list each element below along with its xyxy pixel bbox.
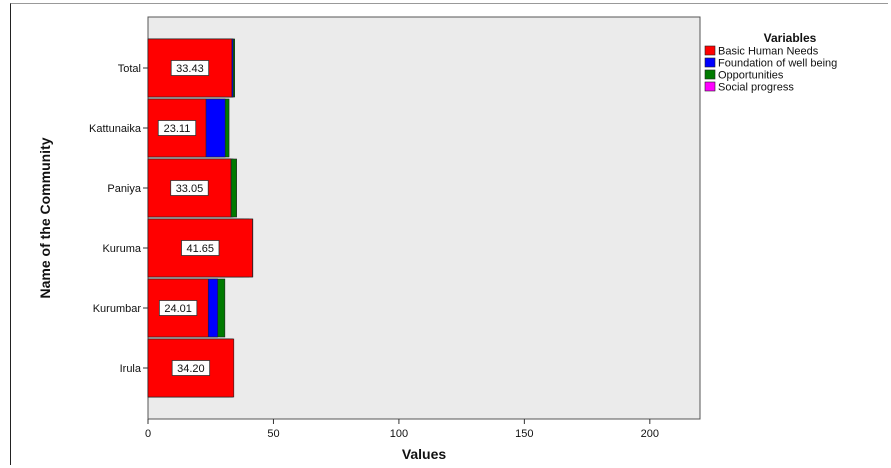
y-tick-label-kuruma: Kuruma [102,243,141,255]
value-label: 34.20 [177,363,205,375]
value-label: 24.01 [164,303,192,315]
legend-swatch-foundation-of-well-being [704,57,716,68]
x-tick-label: 200 [641,428,659,440]
value-label: 33.43 [176,63,204,75]
value-label-box [171,360,211,376]
x-axis-title: Values [402,446,447,462]
y-tick-label-kurumbar: Kurumbar [93,303,142,315]
x-tick-label: 50 [267,428,279,440]
bar-kurumbar-basic-human-needs [147,278,209,338]
y-tick-label-total: Total [118,63,141,75]
value-label-box [170,60,210,76]
value-label: 23.11 [164,123,191,135]
legend-title: Variables [764,31,817,45]
y-axis-title: Name of the Community [37,137,53,298]
x-tick-label: 150 [515,428,533,440]
y-tick-label-paniya: Paniya [107,183,142,195]
legend-label-opportunities: Opportunities [718,70,784,82]
value-label-box [181,240,220,256]
value-label-box [170,180,209,196]
legend-swatch-basic-human-needs [704,45,716,56]
legend-label-basic-human-needs: Basic Human Needs [718,46,819,58]
value-label: 41.65 [186,243,214,255]
chart-frame [10,3,888,465]
legend-swatch-opportunities [704,69,716,80]
y-tick-label-kattunaika: Kattunaika [89,123,142,135]
x-tick-label: 0 [145,428,151,440]
value-label-box [158,300,198,316]
legend-label-social-progress: Social progress [718,82,794,94]
value-label-box [157,120,197,136]
y-tick-label-irula: Irula [120,363,142,375]
plot-area [147,16,701,420]
legend-label-foundation-of-well-being: Foundation of well being [718,58,837,70]
value-label: 33.05 [176,183,204,195]
x-tick-label: 100 [390,428,408,440]
legend-swatch-social-progress [704,81,716,92]
